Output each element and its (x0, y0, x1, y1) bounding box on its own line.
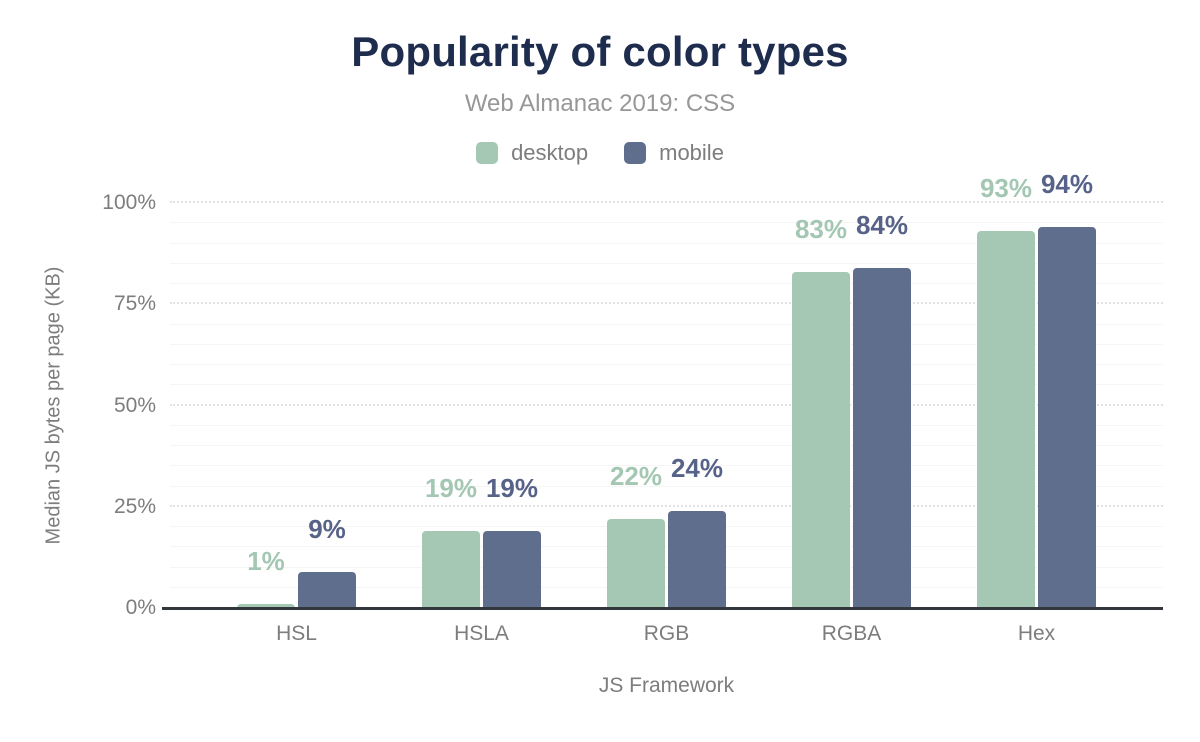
gridline-minor (170, 323, 1163, 325)
gridline-minor (170, 364, 1163, 365)
y-tick-label: 25% (113, 494, 156, 518)
bar-groups: 1% 9% HSL 19% 19% HSLA 22% 24% RGB 83% 84% RGBA 93% 9… (170, 171, 1163, 645)
gridline-minor (170, 343, 1163, 345)
mobile-value-label: 9% (308, 513, 346, 544)
mobile-value-label: 84% (855, 209, 909, 240)
gridline-minor (170, 424, 1163, 426)
desktop-value-label: 19% (424, 473, 478, 504)
bar-group-rgb: 22% 24% RGB (574, 203, 759, 645)
gridline-minor (170, 465, 1163, 467)
desktop-bar-hex[interactable]: 93% (977, 175, 1035, 608)
legend-label-mobile: mobile (659, 140, 724, 165)
chart-subtitle: Web Almanac 2019: CSS (464, 90, 736, 117)
desktop-bar-rgba[interactable]: 83% (792, 216, 850, 608)
category-label-rgba: RGBA (821, 622, 882, 645)
mobile-value-label: 19% (485, 473, 539, 504)
x-axis-title: JS Framework (598, 674, 735, 697)
legend-item-mobile[interactable]: mobile (624, 140, 724, 166)
y-tick-label: 50% (113, 393, 156, 417)
desktop-value-label: 93% (979, 173, 1033, 204)
mobile-swatch-icon (624, 142, 647, 164)
y-tick-label: 0% (125, 596, 156, 619)
mobile-bar-rgba[interactable]: 84% (853, 212, 911, 608)
gridline-minor (170, 445, 1163, 446)
bar-group-rgba: 83% 84% RGBA (759, 203, 944, 645)
bar-group-hex: 93% 94% Hex (944, 171, 1129, 645)
y-axis-title-text: Median JS bytes per page (KB) (42, 266, 65, 545)
bar-group-hsla: 19% 19% HSLA (389, 203, 574, 645)
y-axis-title: Median JS bytes per page (KB) (34, 203, 74, 608)
desktop-bar-rgb[interactable]: 22% (607, 463, 665, 608)
gridline-major (170, 504, 1163, 507)
y-tick-label: 100% (102, 191, 156, 214)
gridline-major (170, 403, 1163, 406)
desktop-value-label: 22% (609, 460, 663, 491)
gridline-minor (170, 526, 1163, 527)
legend: desktop mobile (0, 140, 1200, 166)
gridline-major (170, 201, 1163, 203)
gridline-minor (170, 262, 1163, 264)
desktop-value-label: 83% (794, 213, 848, 244)
desktop-bar-hsla[interactable]: 19% (422, 475, 480, 608)
gridline-minor (170, 566, 1163, 568)
category-label-hex: Hex (1017, 622, 1056, 645)
gridline-minor (170, 384, 1163, 386)
bar-group-hsl: 1% 9% HSL (204, 203, 389, 645)
mobile-value-label: 24% (670, 452, 724, 483)
mobile-bar-rgb[interactable]: 24% (668, 455, 726, 608)
gridline-major (170, 302, 1163, 305)
category-label-hsla: HSLA (454, 622, 509, 645)
category-label-rgb: RGB (643, 622, 690, 645)
gridline-minor (170, 283, 1163, 284)
desktop-bar-hsl[interactable]: 1% (237, 548, 295, 608)
y-tick-label: 75% (113, 292, 156, 316)
gridline-minor (170, 485, 1163, 487)
mobile-bar-hsla[interactable]: 19% (483, 475, 541, 608)
mobile-value-label: 94% (1040, 169, 1094, 200)
gridline-minor (170, 546, 1163, 548)
mobile-bar-hex[interactable]: 94% (1038, 171, 1096, 608)
desktop-swatch-icon (476, 142, 499, 164)
gridline-minor (170, 586, 1163, 588)
desktop-value-label: 1% (247, 545, 285, 576)
x-axis-line (162, 607, 1163, 610)
gridline-minor (170, 222, 1163, 224)
chart-title: Popularity of color types (351, 28, 849, 75)
mobile-bar-hsl[interactable]: 9% (298, 516, 356, 608)
plot-area: 1% 9% HSL 19% 19% HSLA 22% 24% RGB 83% 84% RGBA 93% 9… (102, 171, 1163, 645)
gridline-minor (170, 242, 1163, 244)
legend-item-desktop[interactable]: desktop (476, 140, 588, 166)
legend-label-desktop: desktop (511, 140, 589, 165)
category-label-hsl: HSL (276, 622, 317, 645)
